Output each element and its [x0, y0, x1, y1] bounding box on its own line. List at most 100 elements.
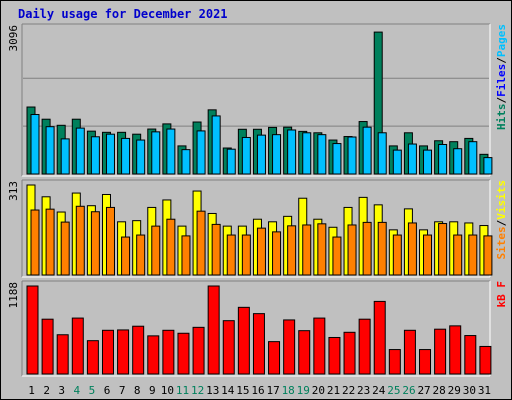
- bottom-bar-kb-f-day-20: [313, 317, 326, 375]
- top-bar-pages-day-20: [317, 134, 327, 175]
- bottom-bar-kb-f-day-31: [479, 345, 492, 375]
- top-bar-pages-day-5: [90, 136, 100, 175]
- top-bar-pages-day-14: [226, 148, 236, 175]
- middle-bar-sites-day-23: [362, 221, 372, 276]
- middle-bar-sites-day-16: [256, 227, 266, 276]
- x-tick-label-day-9: 9: [149, 384, 156, 397]
- bottom-bar-kb-f-day-8: [132, 325, 145, 375]
- x-tick-label-day-26: 26: [402, 384, 415, 397]
- middle-bar-sites-day-4: [75, 205, 85, 276]
- top-bar-pages-day-25: [392, 149, 402, 175]
- top-bar-pages-day-26: [407, 143, 417, 175]
- bottom-bar-kb-f-day-5: [86, 340, 99, 375]
- x-tick-label-day-19: 19: [297, 384, 310, 397]
- top-bar-pages-day-24: [377, 132, 387, 175]
- x-tick-label-day-5: 5: [89, 384, 96, 397]
- middle-bar-sites-day-17: [272, 231, 282, 276]
- x-tick-label-day-20: 20: [312, 384, 325, 397]
- x-tick-label-day-31: 31: [478, 384, 491, 397]
- legend-entry: Pages: [495, 24, 508, 57]
- middle-legend: Sites/Visits: [495, 180, 508, 260]
- x-tick-label-day-10: 10: [161, 384, 174, 397]
- bottom-bar-kb-f-day-12: [192, 326, 205, 375]
- bottom-y-max-label: 1188: [7, 282, 20, 309]
- x-tick-label-day-14: 14: [221, 384, 235, 397]
- top-bar-pages-day-21: [332, 143, 342, 175]
- bottom-bar-kb-f-day-21: [328, 336, 341, 375]
- bottom-bar-kb-f-day-10: [162, 329, 175, 375]
- x-tick-label-day-13: 13: [206, 384, 219, 397]
- bottom-bar-kb-f-day-27: [419, 349, 432, 375]
- top-bar-pages-day-10: [166, 128, 176, 175]
- legend-entry: Hits: [495, 104, 508, 131]
- middle-bar-sites-day-9: [151, 225, 161, 276]
- bottom-legend: kB F: [495, 281, 508, 308]
- top-legend: Hits/Files/Pages: [495, 24, 508, 130]
- middle-bar-sites-day-24: [377, 221, 387, 276]
- middle-bar-sites-day-8: [136, 234, 146, 276]
- x-tick-label-day-24: 24: [372, 384, 386, 397]
- x-tick-label-day-4: 4: [74, 384, 81, 397]
- top-bar-pages-day-1: [30, 114, 40, 175]
- middle-bar-sites-day-11: [181, 235, 191, 276]
- bottom-bar-kb-f-day-25: [388, 349, 401, 375]
- legend-entry: /: [495, 219, 508, 226]
- middle-bar-sites-day-27: [423, 234, 433, 276]
- top-bar-pages-day-2: [45, 126, 55, 175]
- x-tick-label-day-30: 30: [463, 384, 476, 397]
- top-bar-pages-day-15: [241, 136, 251, 175]
- x-tick-label-day-1: 1: [28, 384, 35, 397]
- x-tick-label-day-7: 7: [119, 384, 126, 397]
- middle-bar-sites-day-10: [166, 218, 176, 276]
- middle-bar-sites-day-6: [105, 206, 115, 276]
- x-tick-label-day-15: 15: [236, 384, 249, 397]
- top-bar-pages-day-23: [362, 126, 372, 175]
- top-bar-pages-day-19: [302, 132, 312, 175]
- middle-bar-sites-day-25: [392, 234, 402, 276]
- bottom-bar-kb-f-day-29: [449, 325, 462, 375]
- x-tick-label-day-18: 18: [282, 384, 295, 397]
- middle-bar-sites-day-31: [483, 235, 493, 276]
- x-tick-label-day-6: 6: [104, 384, 111, 397]
- middle-bar-sites-day-29: [453, 234, 463, 276]
- x-tick-label-day-27: 27: [417, 384, 430, 397]
- bottom-bar-kb-f-day-11: [177, 332, 190, 375]
- bottom-bar-kb-f-day-18: [283, 319, 296, 375]
- middle-bar-sites-day-20: [317, 223, 327, 276]
- x-tick-label-day-22: 22: [342, 384, 355, 397]
- bottom-bar-kb-f-day-14: [222, 320, 235, 375]
- middle-y-max-label: 313: [7, 181, 20, 201]
- bottom-bar-kb-f-day-17: [268, 341, 281, 375]
- legend-entry: Sites: [495, 226, 508, 259]
- legend-entry: kB F: [495, 281, 508, 308]
- top-bar-pages-day-17: [272, 134, 282, 175]
- legend-entry: /: [495, 57, 508, 64]
- bottom-bar-kb-f-day-9: [147, 335, 160, 375]
- top-bar-pages-day-7: [121, 137, 131, 175]
- middle-bar-sites-day-5: [90, 211, 100, 276]
- x-tick-label-day-23: 23: [357, 384, 370, 397]
- chart-title: Daily usage for December 2021: [18, 7, 228, 21]
- top-bar-pages-day-3: [60, 138, 70, 175]
- legend-entry: Visits: [495, 180, 508, 220]
- top-bar-pages-day-6: [105, 133, 115, 175]
- top-bar-pages-day-22: [347, 136, 357, 175]
- bottom-bar-kb-f-day-19: [298, 330, 311, 375]
- legend-entry: Files: [495, 64, 508, 97]
- top-bar-pages-day-31: [483, 157, 493, 175]
- middle-bar-sites-day-21: [332, 236, 342, 276]
- bottom-bar-kb-f-day-30: [464, 335, 477, 375]
- bottom-bar-kb-f-day-28: [434, 328, 447, 375]
- top-bar-pages-day-9: [151, 131, 161, 175]
- top-bar-pages-day-12: [196, 130, 206, 175]
- x-tick-label-day-8: 8: [134, 384, 141, 397]
- top-y-max-label: 3096: [7, 25, 20, 52]
- x-tick-label-day-11: 11: [176, 384, 189, 397]
- middle-bar-sites-day-12: [196, 210, 206, 276]
- x-tick-label-day-3: 3: [58, 384, 65, 397]
- x-tick-label-day-16: 16: [251, 384, 264, 397]
- bottom-bar-kb-f-day-16: [252, 313, 265, 375]
- top-bar-pages-day-11: [181, 149, 191, 175]
- top-bar-pages-day-8: [136, 139, 146, 175]
